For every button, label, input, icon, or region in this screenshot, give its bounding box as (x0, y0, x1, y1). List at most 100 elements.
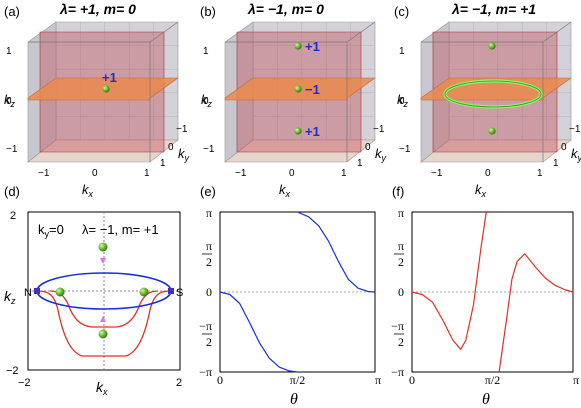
cube-a-ztick-2: −1 (6, 144, 18, 155)
cube-c-ytick-0: 1 (553, 158, 559, 169)
panel-f-xtick-0: 0 (409, 373, 415, 387)
cube-c-xtick-1: 0 (485, 168, 491, 179)
cube-c-floor (420, 139, 572, 163)
cube-a-xtick-2: 1 (144, 168, 150, 179)
cube-c-kz-label: kz (397, 92, 409, 109)
charge-b-1: +1 (305, 39, 320, 54)
charge-b-3: +1 (305, 124, 320, 139)
panel-d-title: λ= −1, m= +1 (82, 222, 159, 237)
cube-b-xtick-2: 1 (341, 168, 347, 179)
panel-e-ytick-neghalfpi-den: 2 (206, 335, 212, 349)
panel-b-title: λ= −1, m= 0 (247, 1, 324, 17)
panel-e-series-1 (297, 211, 376, 293)
panel-d-label: (d) (4, 184, 20, 199)
panel-e-series-0 (219, 291, 298, 373)
cube-c-ytick-2: −1 (569, 124, 581, 135)
cube-c-ztick-2: −1 (399, 144, 411, 155)
red-curve-inner (49, 290, 159, 328)
panel-f-ytick-zero: 0 (398, 285, 404, 299)
panel-d-ky: ky=0 (38, 222, 64, 239)
panel-f-xlabel: θ (482, 391, 490, 408)
arrow-d-bottom (100, 316, 106, 322)
cube-b-ztick-1: 0 (203, 96, 209, 107)
ball-d-left (55, 287, 65, 297)
panel-e-ytick-halfpi-num: π (206, 239, 212, 253)
cube-b-xtick-1: 0 (289, 168, 295, 179)
d-ytick-top: 2 (10, 210, 16, 222)
d-xtick-right: 2 (176, 377, 182, 389)
cube-a-kz-label: kz (4, 92, 16, 109)
red-curve-outer (37, 290, 171, 357)
cube-a-ytick-2: −1 (176, 124, 188, 135)
pole-n-label: N (24, 287, 32, 299)
panel-e-ytick-zero: 0 (206, 285, 212, 299)
panel-a-title: λ= +1, m= 0 (59, 1, 136, 17)
cube-a-ztick-1: 0 (6, 96, 12, 107)
cube-b-xtick-0: −1 (235, 168, 247, 179)
cube-c-ky-label: ky (571, 146, 581, 163)
panel-d: (d) ky=0 λ= −1, m= +1 N S 2 −2 −2 2 kz k… (4, 184, 183, 397)
panel-f-xtick-1: π/2 (485, 373, 500, 387)
cube-c-ztick-0: 1 (399, 46, 405, 57)
panel-f-ytick-neghalfpi-num: −π (391, 319, 404, 333)
cube-a-xtick-1: 0 (92, 168, 98, 179)
d-ytick-bottom: −2 (6, 365, 19, 377)
panel-f-ytick-halfpi-num: π (398, 239, 404, 253)
cube-c-ztick-1: 0 (399, 96, 405, 107)
cube-a-floor (27, 139, 179, 163)
panel-f-ytick-neghalfpi-den: 2 (398, 335, 404, 349)
cube-b-floor (224, 139, 376, 163)
panel-f-axes: π π 2 0 −π 2 −π 0 π/2 π (391, 206, 579, 387)
cube-b-ztick-0: 1 (203, 46, 209, 57)
cube-a-ky-label: ky (178, 146, 190, 163)
panel-e-axes: π π 2 0 −π 2 −π 0 π/2 π (199, 206, 381, 387)
cube-b-ball-2 (294, 127, 302, 135)
panel-f-series-0 (411, 211, 487, 350)
panel-e-ytick-negpi: −π (199, 365, 212, 379)
cube-c-ball-1 (488, 127, 496, 135)
phase-panels: π π 2 0 −π 2 −π 0 π/2 π π π 2 0 −π 2 −π 0 π/2 π (199, 206, 579, 387)
cube-a-ytick-1: 0 (168, 142, 174, 153)
d-xtick-left: −2 (18, 377, 31, 389)
cube-a-ytick-0: 1 (160, 158, 166, 169)
panel-e-ytick-neghalfpi-num: −π (199, 319, 212, 333)
panel-f-ytick-negpi: −π (391, 365, 404, 379)
cube-c-ytick-1: 0 (561, 142, 567, 153)
panel-c-label: (c) (394, 4, 409, 19)
cube-b-ztick-2: −1 (203, 144, 215, 155)
panel-f-ytick-halfpi-den: 2 (398, 255, 404, 269)
ball-d-top (98, 242, 108, 252)
panel-b-label: (b) (200, 4, 216, 19)
cube-b-ytick-0: 1 (357, 158, 363, 169)
panel-f-series-1 (498, 253, 574, 373)
pole-s-label: S (176, 287, 183, 299)
panel-c-title: λ= −1, m= +1 (451, 1, 536, 17)
arrow-d-top (100, 258, 106, 264)
cube-b-ky-label: ky (375, 146, 387, 163)
pole-s-marker (168, 288, 174, 294)
panel-e-xtick-2: π (375, 373, 381, 387)
cube-b-kx-label: kx (279, 182, 291, 199)
cube-c-ring-edge (444, 80, 542, 108)
cube-b-ball-1 (294, 85, 302, 93)
ball-d-bottom (98, 329, 108, 339)
cube-c-xtick-2: 1 (537, 168, 543, 179)
cube-a-xtick-0: −1 (38, 168, 50, 179)
d-ylabel: kz (4, 288, 16, 306)
panel-f-ytick-pi: π (398, 206, 404, 220)
pole-n-marker (34, 288, 40, 294)
panel-e-ytick-halfpi-den: 2 (206, 255, 212, 269)
charge-a-1: +1 (102, 70, 117, 85)
cube-b-ytick-2: −1 (373, 124, 385, 135)
panel-f-label: (f) (392, 184, 404, 199)
panel-e-ytick-pi: π (206, 206, 212, 220)
cube-b-ball-0 (294, 42, 302, 50)
panel-f-xtick-2: π (573, 373, 579, 387)
panel-e-label: (e) (200, 184, 216, 199)
panel-e-xtick-1: π/2 (290, 373, 305, 387)
